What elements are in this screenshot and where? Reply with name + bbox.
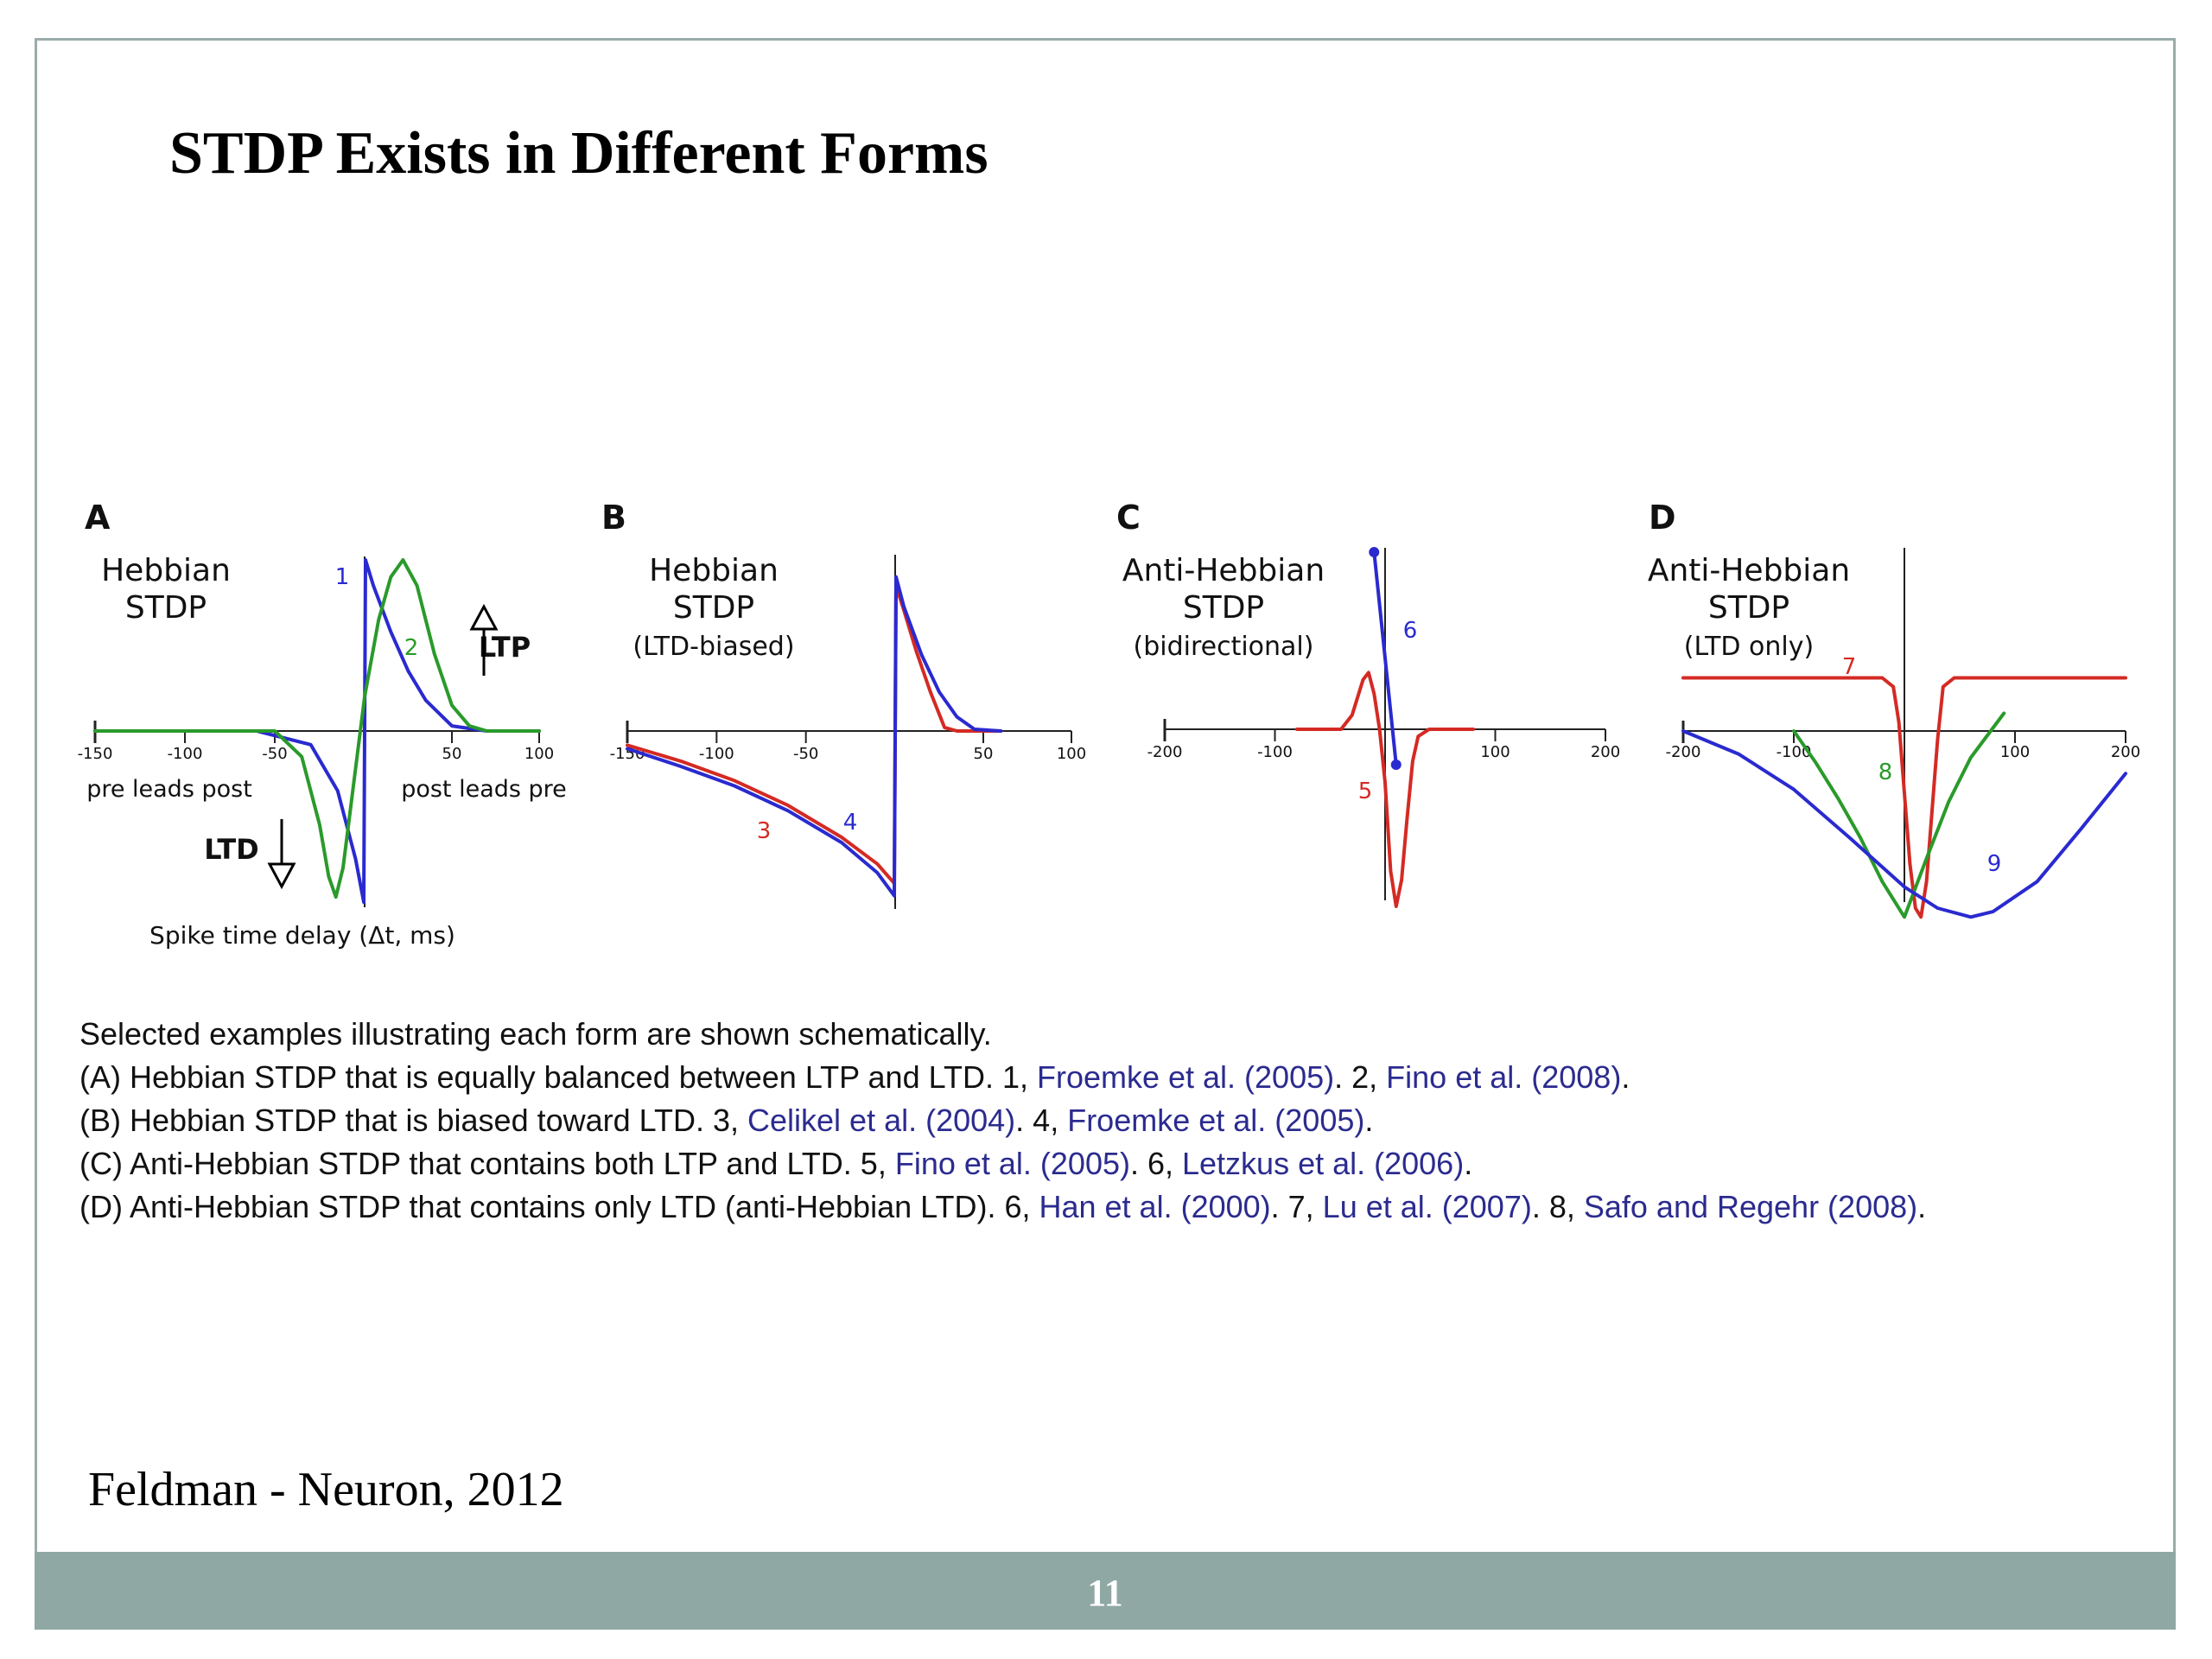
- panel-title-line: STDP: [1183, 590, 1264, 626]
- reference-link[interactable]: Letzkus et al. (2006): [1182, 1146, 1465, 1181]
- caption-line: (D) Anti-Hebbian STDP that contains only…: [79, 1185, 1926, 1229]
- reference-link[interactable]: Lu et al. (2007): [1322, 1189, 1532, 1224]
- series-line-7: [1681, 676, 2127, 919]
- caption-text: .: [1364, 1103, 1374, 1138]
- series-label: 9: [1987, 851, 2002, 877]
- panel-letter: A: [85, 499, 111, 537]
- series-line-1: [93, 558, 541, 904]
- caption-text: .: [1464, 1146, 1473, 1181]
- caption-intro: Selected examples illustrating each form…: [79, 1016, 992, 1052]
- ltd-label: LTD: [204, 833, 258, 866]
- series-line-2: [93, 558, 541, 899]
- x-label-left: pre leads post: [86, 776, 252, 803]
- caption-text: .: [1621, 1059, 1630, 1095]
- source-citation: Feldman - Neuron, 2012: [88, 1463, 564, 1516]
- x-tick-label: -200: [1147, 743, 1183, 761]
- panel-title-line: STDP: [673, 590, 754, 626]
- x-tick-label: -200: [1666, 743, 1701, 761]
- slide-title: STDP Exists in Different Forms: [169, 120, 988, 187]
- series-point: [1369, 547, 1380, 557]
- series-label: 5: [1358, 779, 1373, 804]
- x-tick-label: -100: [168, 745, 203, 763]
- panel-title-line: Anti-Hebbian: [1648, 553, 1850, 588]
- x-tick-label: 100: [524, 745, 554, 763]
- series-label: 1: [335, 564, 350, 590]
- footer-bar: 11: [35, 1552, 2176, 1630]
- x-tick-label: -100: [699, 745, 734, 763]
- panel-title-line: STDP: [125, 590, 207, 626]
- ltd-arrow-head: [267, 862, 296, 890]
- reference-link[interactable]: Han et al. (2000): [1039, 1189, 1271, 1224]
- x-tick-label: -50: [793, 745, 818, 763]
- series-line-9: [1681, 729, 2127, 919]
- caption-text: . 6,: [1129, 1146, 1183, 1181]
- caption-text: (C) Anti-Hebbian STDP that contains both…: [79, 1146, 895, 1181]
- panel-title-line: Hebbian: [101, 553, 231, 588]
- x-label-right: post leads pre: [401, 776, 567, 803]
- panel-title-line: (LTD only): [1684, 632, 1814, 662]
- figure-caption: Selected examples illustrating each form…: [79, 1013, 1926, 1229]
- x-tick-label: -100: [1777, 743, 1812, 761]
- series-label: 8: [1878, 760, 1893, 785]
- caption-text: .: [1917, 1189, 1927, 1224]
- caption-text: . 7,: [1270, 1189, 1323, 1224]
- series-label: 2: [404, 635, 419, 661]
- series-label: 7: [1842, 654, 1857, 680]
- panel-title-line: (LTD-biased): [632, 632, 794, 662]
- series-label: 6: [1403, 618, 1418, 644]
- caption-line: (C) Anti-Hebbian STDP that contains both…: [79, 1142, 1926, 1185]
- x-tick-label: -50: [262, 745, 287, 763]
- series-point: [1390, 760, 1402, 770]
- x-tick-label: 200: [1591, 743, 1620, 761]
- x-tick-label: 100: [1057, 745, 1086, 763]
- x-tick-label: -150: [78, 745, 113, 763]
- panel-letter: C: [1116, 499, 1141, 537]
- series-line-6: [1372, 550, 1398, 766]
- reference-link[interactable]: Fino et al. (2005): [894, 1146, 1130, 1181]
- caption-text: . 8,: [1531, 1189, 1584, 1224]
- series-line-5: [1295, 671, 1475, 908]
- x-tick-label: 50: [974, 745, 994, 763]
- caption-line: (A) Hebbian STDP that is equally balance…: [79, 1056, 1926, 1099]
- series-label: 3: [757, 818, 772, 844]
- series-label: 4: [843, 810, 858, 836]
- caption-text: (A) Hebbian STDP that is equally balance…: [79, 1059, 1037, 1095]
- panel-title-line: Hebbian: [649, 553, 779, 588]
- reference-link[interactable]: Froemke et al. (2005): [1067, 1103, 1365, 1138]
- series-line-3: [626, 583, 1003, 886]
- series-line-4: [626, 575, 1003, 898]
- ltp-arrow-head: [469, 603, 499, 631]
- x-tick-label: 100: [2000, 743, 2030, 761]
- panel-title-line: (bidirectional): [1134, 632, 1314, 662]
- x-tick-label: 100: [1480, 743, 1510, 761]
- panel-letter: D: [1649, 499, 1676, 537]
- caption-line: (B) Hebbian STDP that is biased toward L…: [79, 1099, 1926, 1142]
- caption-text: . 2,: [1334, 1059, 1387, 1095]
- caption-text: (D) Anti-Hebbian STDP that contains only…: [79, 1189, 1039, 1224]
- x-tick-label: -100: [1257, 743, 1293, 761]
- x-axis-label: Spike time delay (Δt, ms): [149, 921, 455, 950]
- ltp-label: LTP: [479, 631, 531, 664]
- x-tick-label: 200: [2111, 743, 2140, 761]
- reference-link[interactable]: Safo and Regehr (2008): [1583, 1189, 1918, 1224]
- x-tick-label: 50: [442, 745, 462, 763]
- panel-letter: B: [601, 499, 626, 537]
- reference-link[interactable]: Froemke et al. (2005): [1036, 1059, 1335, 1095]
- caption-text: . 4,: [1015, 1103, 1068, 1138]
- reference-link[interactable]: Fino et al. (2008): [1386, 1059, 1622, 1095]
- caption-text: (B) Hebbian STDP that is biased toward L…: [79, 1103, 748, 1138]
- slide-number: 11: [1087, 1572, 1123, 1614]
- reference-link[interactable]: Celikel et al. (2004): [747, 1103, 1016, 1138]
- panel-title-line: STDP: [1708, 590, 1789, 626]
- panel-title-line: Anti-Hebbian: [1122, 553, 1325, 588]
- series-line-8: [1792, 711, 2006, 919]
